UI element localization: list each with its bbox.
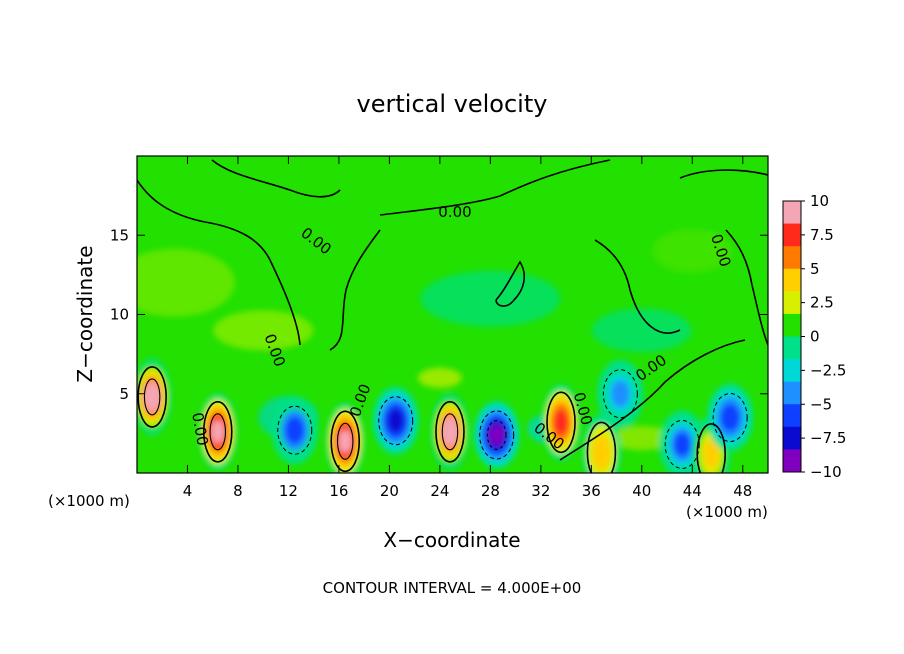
contour-value-label: 0.00 [188,411,212,447]
velocity-field [137,229,754,473]
zero-contour [329,229,381,351]
downdraft-cell [473,400,520,469]
downdraft-cell [271,396,318,465]
y-tick-label: 15 [110,226,129,244]
zero-contour [137,179,301,346]
field-patch [213,310,314,351]
updraft-contour [202,400,233,463]
colorbar-tick-label: −10 [810,463,842,481]
colorbar: 10 7.5 5 2.5 0 −2.5 −5 −7.5 −10 [782,192,846,481]
x-tick-label: 8 [233,482,243,500]
inner-contour [441,413,459,451]
contour-interval-note: CONTOUR INTERVAL = 4.000E+00 [323,579,582,597]
colorbar-tick-label: −5 [810,395,832,413]
x-unit-label-left: (×1000 m) [48,492,130,510]
contour-value-label: 0.00 [438,203,471,221]
downdraft-contour [479,410,515,460]
updraft-contour [696,423,727,473]
field-patch [591,308,692,353]
inner-contour [143,378,161,416]
contour-lines [137,159,768,473]
updraft-contour [546,391,576,454]
colorbar-swatch [783,268,801,292]
colorbar-tick-label: 10 [810,192,829,210]
colorbar-swatch [783,201,801,225]
colorbar-tick-label: −7.5 [810,429,846,447]
colorbar-swatch [783,291,801,315]
x-tick-label: 28 [481,482,500,500]
downdraft-contour [602,369,638,419]
zero-contour [211,159,341,198]
zero-contour [379,159,611,216]
updraft-contour [435,400,465,463]
colorbar-swatch [783,381,801,405]
colorbar-tick-label: 7.5 [810,226,834,244]
zero-contour [725,229,768,346]
downdraft-contour [277,405,313,455]
x-axis-label: X−coordinate [383,528,520,552]
inner-contour [336,422,354,460]
zero-contour [594,239,681,334]
field-patch [137,248,235,317]
downdraft-cell [372,386,419,455]
chart-title: vertical velocity [357,90,548,118]
zero-contour [559,339,746,461]
updraft-contour [137,366,167,428]
x-unit-label-right: (×1000 m) [686,503,768,521]
colorbar-swatch [783,246,801,270]
x-tick-label: 48 [733,482,752,500]
x-tick-label: 36 [582,482,601,500]
downdraft-contour [712,393,748,443]
colorbar-tick-label: −2.5 [810,361,846,379]
updraft-contour [586,421,617,473]
x-tick-label: 16 [329,482,348,500]
colorbar-swatch [783,359,801,383]
colorbar-swatch [783,223,801,247]
colorbar-tick-label: 5 [810,260,820,278]
zero-contour [495,260,526,307]
x-tick-label: 44 [683,482,702,500]
field-patch [417,367,462,388]
y-tick-label: 5 [119,385,129,403]
updraft-cell [198,393,237,470]
x-tick-label: 24 [430,482,449,500]
colorbar-swatch [783,313,801,337]
x-axis-ticks: 4 8 12 16 20 24 28 32 36 40 44 48 [183,156,752,500]
updraft-contour [330,410,361,473]
colorbar-swatch [783,404,801,428]
downdraft-contour [664,419,700,469]
downdraft-cell [707,383,754,452]
y-axis-ticks: 5 10 15 [110,226,768,403]
x-tick-label: 12 [279,482,298,500]
field-patch [611,426,672,451]
colorbar-tick-label: 2.5 [810,294,834,312]
x-tick-label: 40 [632,482,651,500]
x-tick-label: 20 [380,482,399,500]
downdraft-contour [378,396,414,446]
colorbar-swatch [783,426,801,450]
colorbar-swatch [783,336,801,360]
y-axis-label: Z−coordinate [73,245,97,382]
updraft-cell [542,384,581,461]
field-patch [420,270,561,327]
field-patch [652,229,733,274]
zero-contour [679,169,768,179]
colorbar-swatch [783,449,801,473]
inner-contour [209,413,227,451]
colorbar-tick-label: 0 [810,328,820,346]
downdraft-cell [597,359,644,428]
inner-contour [486,420,507,450]
downdraft-cell [659,410,706,473]
x-tick-label: 32 [531,482,550,500]
x-tick-label: 4 [183,482,193,500]
y-tick-label: 10 [110,306,129,324]
